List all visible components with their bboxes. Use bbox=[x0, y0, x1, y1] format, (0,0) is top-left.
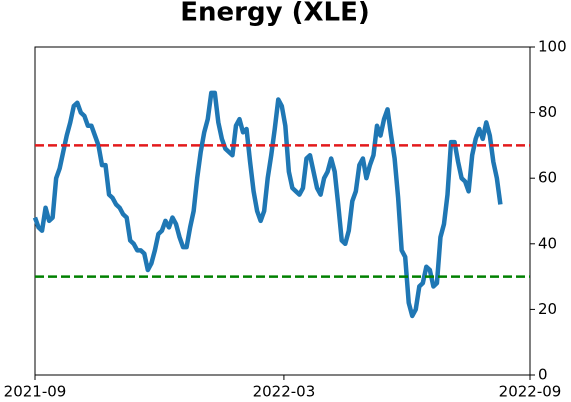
x-tick-label: 2022-09 bbox=[499, 383, 562, 401]
y-tick-label: 80 bbox=[538, 103, 557, 121]
y-tick-label: 60 bbox=[538, 169, 557, 187]
chart-title: Energy (XLE) bbox=[180, 0, 369, 28]
plot-frame bbox=[34, 46, 531, 376]
x-tick-label: 2021-09 bbox=[4, 383, 67, 401]
y-tick-label: 0 bbox=[538, 366, 548, 384]
y-tick-label: 100 bbox=[538, 38, 567, 56]
x-tick-label: 2022-03 bbox=[253, 383, 316, 401]
y-tick-label: 40 bbox=[538, 234, 557, 252]
data-line bbox=[32, 90, 503, 319]
y-tick-label: 20 bbox=[538, 300, 557, 318]
